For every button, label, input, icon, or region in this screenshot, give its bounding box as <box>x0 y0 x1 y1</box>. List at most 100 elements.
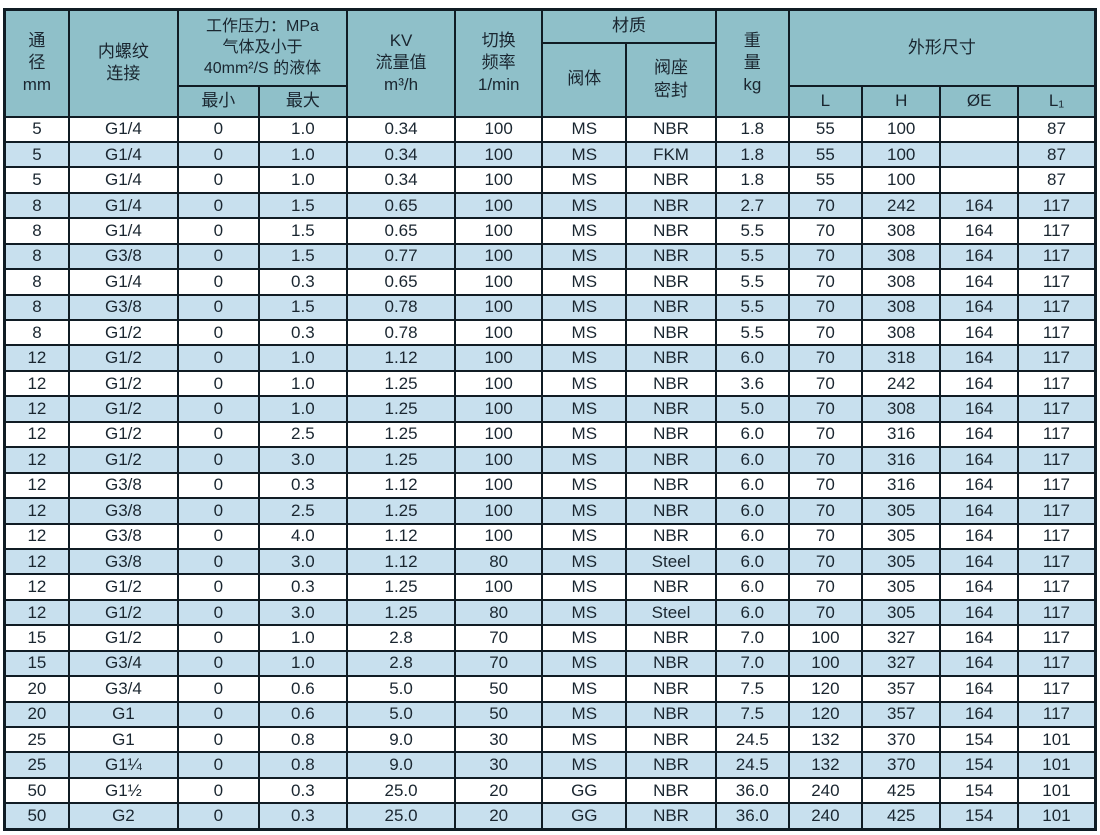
cell-dim-l: 120 <box>787 675 863 703</box>
cell-frequency: 100 <box>454 497 544 525</box>
cell-diameter-mm: 5 <box>3 140 70 169</box>
cell-dim-oe: 164 <box>939 624 1019 652</box>
cell-thread: G3/8 <box>67 293 179 322</box>
cell-pressure-max: 4.0 <box>257 522 349 550</box>
cell-dim-l: 55 <box>787 115 863 143</box>
cell-dim-l1: 117 <box>1016 420 1097 449</box>
cell-seat-seal: NBR <box>625 725 717 754</box>
cell-thread: G1/2 <box>67 573 179 601</box>
header-line: 内螺纹 <box>97 41 149 61</box>
cell-valve-body: MS <box>541 446 628 474</box>
table-row: 5 G1/4 0 1.0 0.34 100 MS NBR 1.8 55 100 87 <box>3 166 1097 194</box>
cell-dim-l1: 117 <box>1016 573 1097 601</box>
cell-kv-flow: 1.25 <box>346 598 457 627</box>
table-row: 12 G1/2 0 0.3 1.25 100 MS NBR 6.0 70 305 164 117 <box>3 573 1097 601</box>
cell-seat-seal: NBR <box>625 166 717 194</box>
cell-pressure-min: 0 <box>176 675 260 703</box>
cell-kv-flow: 9.0 <box>346 725 457 754</box>
cell-diameter-mm: 8 <box>3 191 70 220</box>
cell-pressure-max: 3.0 <box>257 598 349 627</box>
cell-thread: G3/8 <box>67 471 179 500</box>
cell-pressure-max: 0.6 <box>257 700 349 729</box>
header-seat-seal: 阀座 密封 <box>625 41 717 118</box>
cell-dim-h: 305 <box>860 497 942 525</box>
cell-diameter-mm: 12 <box>3 395 70 423</box>
cell-kv-flow: 1.12 <box>346 547 457 576</box>
cell-weight-kg: 24.5 <box>714 751 790 779</box>
cell-pressure-max: 1.0 <box>257 140 349 169</box>
cell-frequency: 100 <box>454 140 544 169</box>
table-row: 25 G1¼ 0 0.8 9.0 30 MS NBR 24.5 132 370 154 101 <box>3 751 1097 779</box>
cell-weight-kg: 3.6 <box>714 369 790 398</box>
cell-dim-l: 70 <box>787 471 863 500</box>
cell-valve-body: MS <box>541 318 628 347</box>
header-line: 气体及小于 <box>222 39 303 57</box>
cell-frequency: 20 <box>454 802 544 831</box>
cell-valve-body: MS <box>541 547 628 576</box>
cell-pressure-max: 1.0 <box>257 624 349 652</box>
cell-pressure-min: 0 <box>176 318 260 347</box>
cell-kv-flow: 5.0 <box>346 700 457 729</box>
cell-valve-body: MS <box>541 369 628 398</box>
cell-dim-l: 70 <box>787 191 863 220</box>
table-row: 5 G1/4 0 1.0 0.34 100 MS FKM 1.8 55 100 87 <box>3 140 1097 169</box>
table-body: 5 G1/4 0 1.0 0.34 100 MS NBR 1.8 55 100 87 5 G1/4 0 1.0… <box>3 115 1097 831</box>
cell-thread: G3/4 <box>67 675 179 703</box>
cell-frequency: 100 <box>454 115 544 143</box>
cell-thread: G3/8 <box>67 242 179 271</box>
cell-kv-flow: 0.78 <box>346 293 457 322</box>
header-dim-oe: ØE <box>939 84 1019 118</box>
table-row: 12 G1/2 0 1.0 1.25 100 MS NBR 3.6 70 242 164 117 <box>3 369 1097 398</box>
header-line: 切换 <box>481 30 516 50</box>
cell-dim-l1: 117 <box>1016 242 1097 271</box>
cell-valve-body: MS <box>541 725 628 754</box>
cell-thread: G1/2 <box>67 420 179 449</box>
cell-pressure-min: 0 <box>176 624 260 652</box>
cell-dim-l1: 117 <box>1016 522 1097 550</box>
cell-kv-flow: 0.65 <box>346 268 457 296</box>
table-row: 20 G3/4 0 0.6 5.0 50 MS NBR 7.5 120 357 164 117 <box>3 675 1097 703</box>
cell-pressure-min: 0 <box>176 802 260 831</box>
cell-weight-kg: 6.0 <box>714 573 790 601</box>
cell-diameter-mm: 8 <box>3 217 70 245</box>
cell-pressure-min: 0 <box>176 166 260 194</box>
cell-dim-oe: 164 <box>939 446 1019 474</box>
cell-dim-h: 327 <box>860 649 942 678</box>
cell-dim-oe <box>939 115 1019 143</box>
cell-valve-body: MS <box>541 191 628 220</box>
cell-seat-seal: NBR <box>625 802 717 831</box>
cell-pressure-max: 0.3 <box>257 318 349 347</box>
cell-dim-oe: 164 <box>939 420 1019 449</box>
cell-dim-oe: 164 <box>939 598 1019 627</box>
cell-dim-l1: 87 <box>1016 140 1097 169</box>
cell-valve-body: MS <box>541 395 628 423</box>
header-valve-body: 阀体 <box>541 41 628 118</box>
cell-dim-l: 70 <box>787 573 863 601</box>
cell-dim-l1: 87 <box>1016 115 1097 143</box>
cell-weight-kg: 7.0 <box>714 624 790 652</box>
cell-pressure-min: 0 <box>176 649 260 678</box>
cell-diameter-mm: 8 <box>3 293 70 322</box>
header-line: 连接 <box>106 64 141 84</box>
cell-dim-oe: 164 <box>939 344 1019 372</box>
header-pressure-max: 最大 <box>257 84 349 118</box>
cell-thread: G1/2 <box>67 318 179 347</box>
cell-dim-h: 242 <box>860 369 942 398</box>
cell-pressure-min: 0 <box>176 776 260 805</box>
cell-kv-flow: 1.25 <box>346 446 457 474</box>
cell-dim-h: 370 <box>860 725 942 754</box>
cell-valve-body: GG <box>541 802 628 831</box>
cell-pressure-max: 1.5 <box>257 242 349 271</box>
header-line: 重 <box>743 30 761 50</box>
header-line: 工作压力：MPa <box>206 18 319 36</box>
cell-dim-l: 70 <box>787 293 863 322</box>
cell-dim-l: 70 <box>787 268 863 296</box>
cell-pressure-max: 0.8 <box>257 725 349 754</box>
cell-frequency: 100 <box>454 344 544 372</box>
cell-pressure-max: 1.5 <box>257 191 349 220</box>
cell-diameter-mm: 8 <box>3 242 70 271</box>
cell-frequency: 100 <box>454 420 544 449</box>
header-line: 径 <box>28 53 46 73</box>
cell-weight-kg: 6.0 <box>714 497 790 525</box>
cell-dim-l1: 117 <box>1016 547 1097 576</box>
